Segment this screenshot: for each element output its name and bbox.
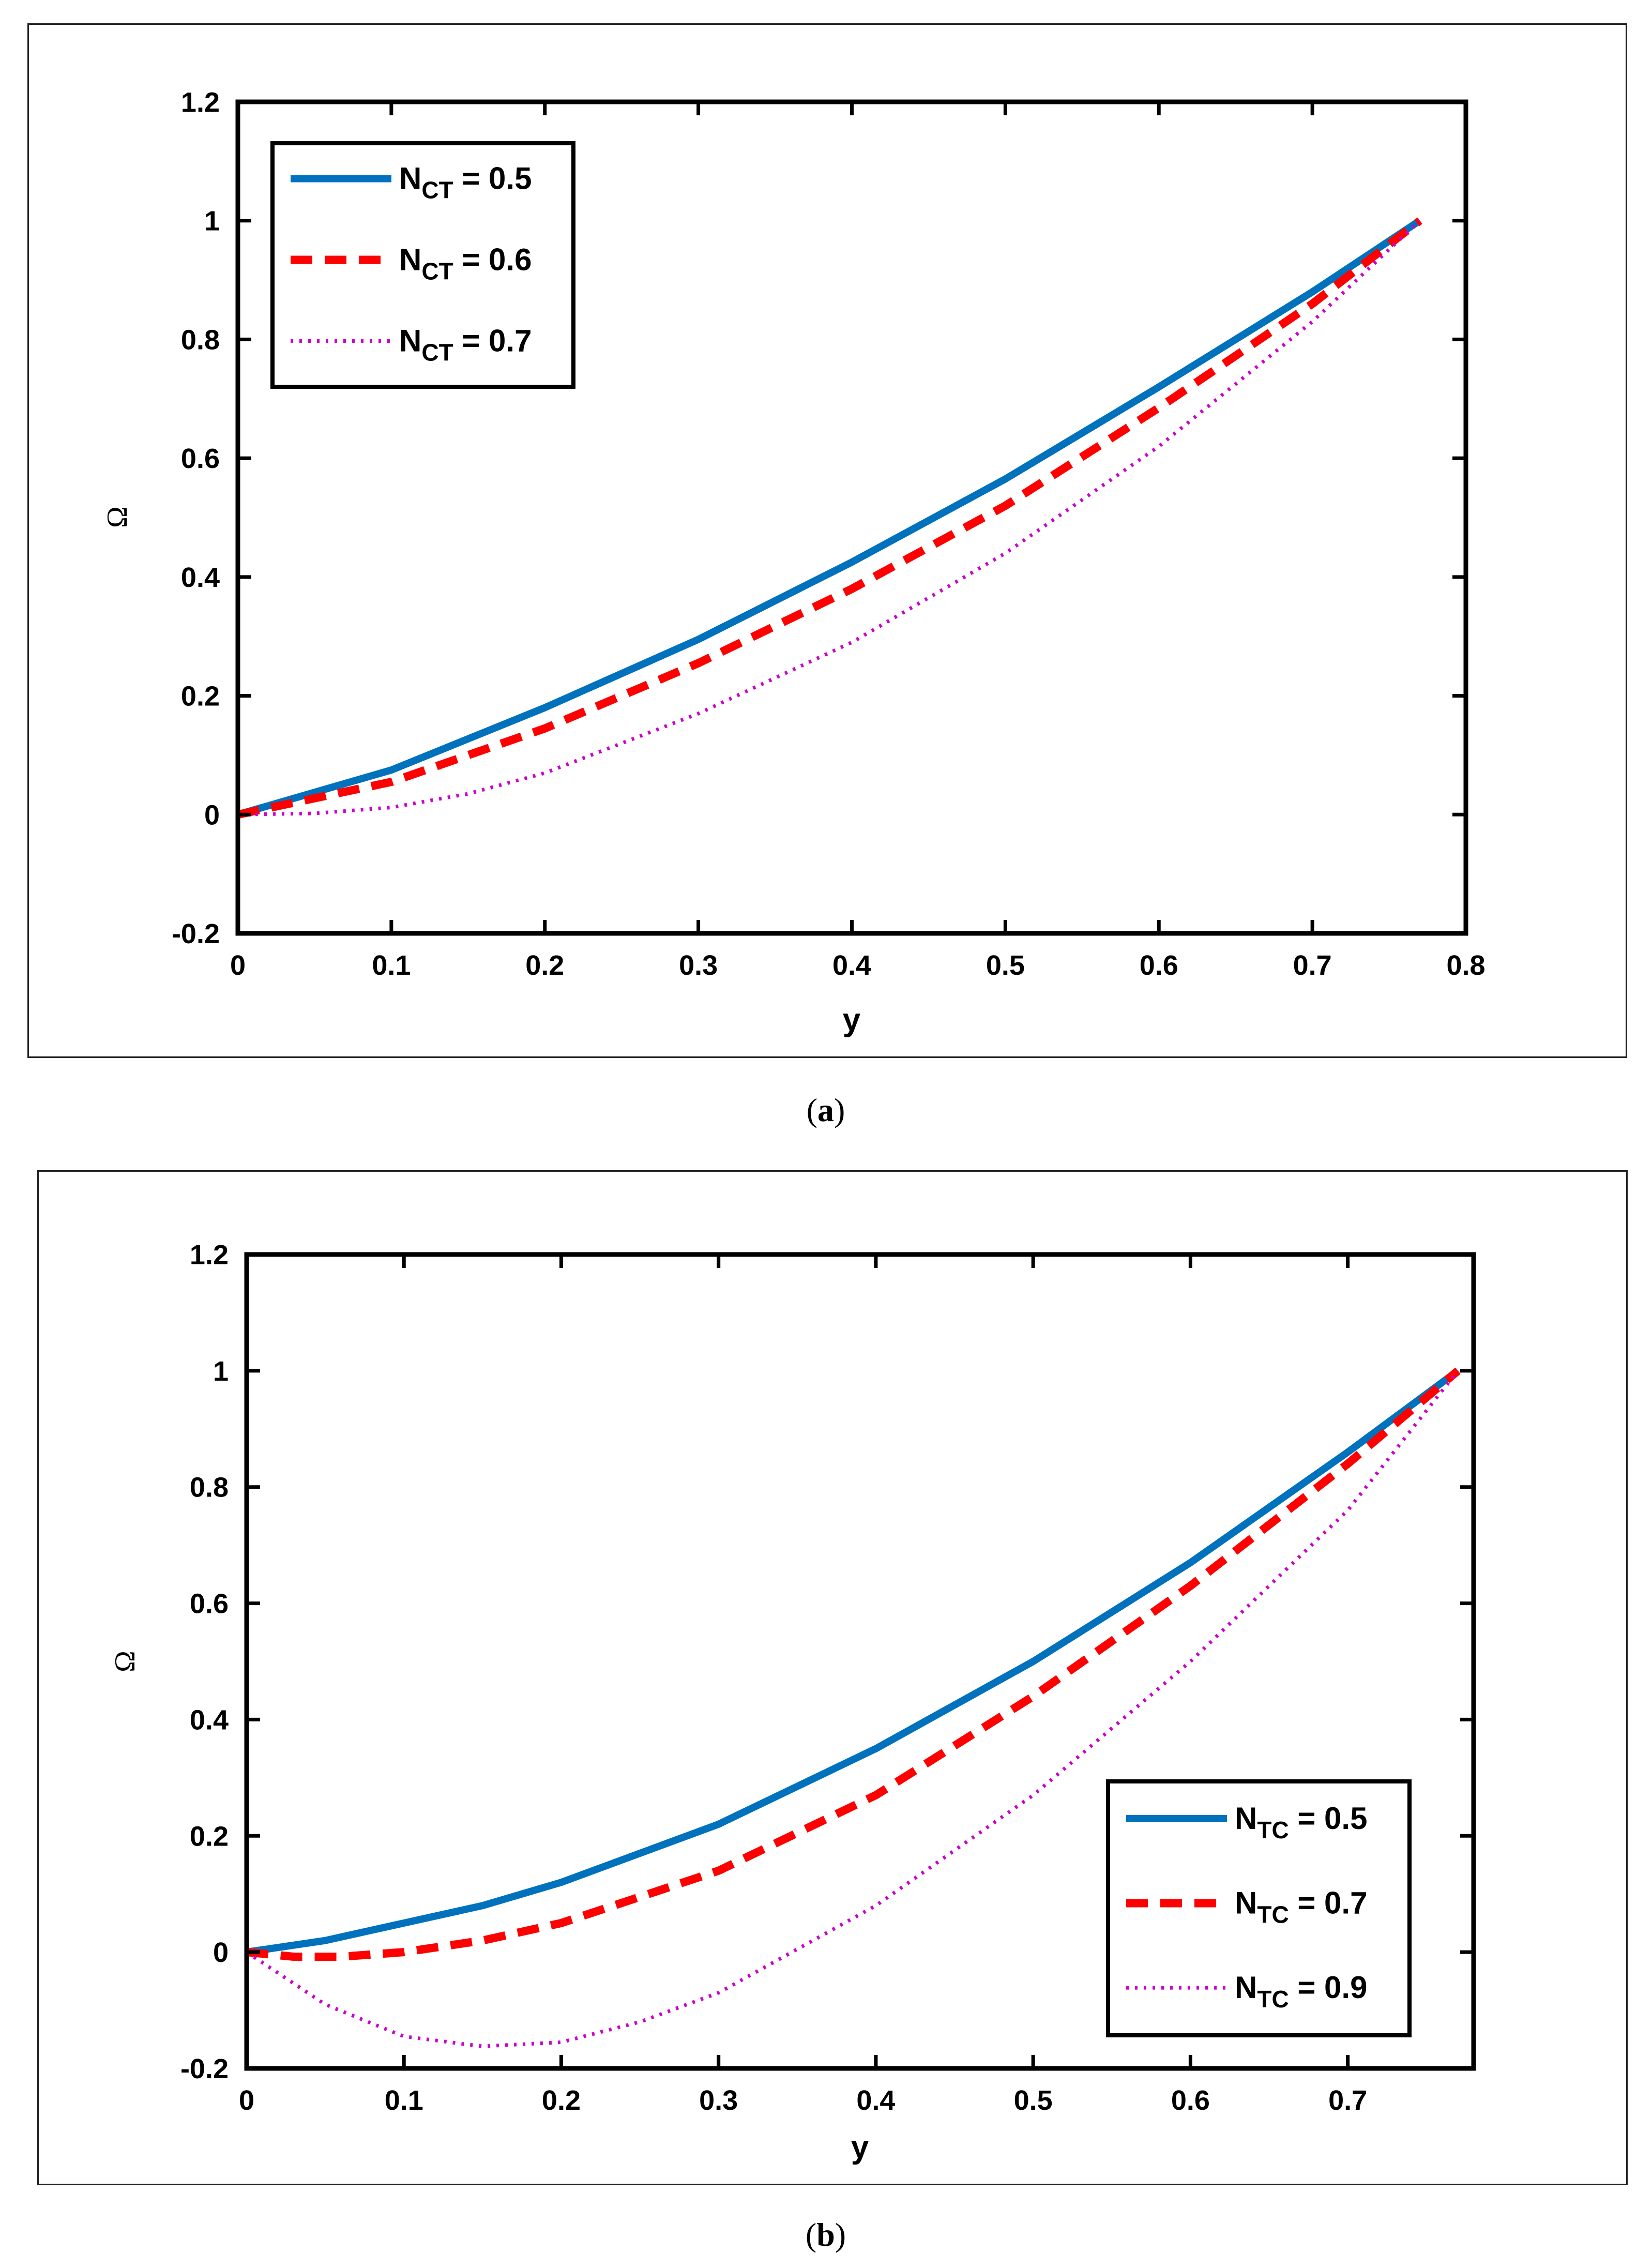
x-tick-label-b-0: 0 bbox=[239, 2085, 254, 2116]
legend-value: = 0.9 bbox=[1289, 1970, 1368, 2005]
x-axis-label-a: y bbox=[843, 1002, 861, 1038]
legend-symbol: N bbox=[1235, 1886, 1257, 1921]
chart-a: 0 0.1 0.2 0.3 0.4 0.5 0.6 0.7 0.8 -0.2 0 0.2 0.4 0.6 0… bbox=[101, 87, 1486, 1038]
series-line-b-1 bbox=[247, 1368, 1460, 1956]
x-axis-label-b: y bbox=[851, 2129, 869, 2165]
y-tick-label-a-1: 0 bbox=[204, 799, 220, 830]
series-line-a-2 bbox=[238, 217, 1422, 819]
legend-subscript: CT bbox=[421, 177, 453, 204]
legend-value: = 0.5 bbox=[1289, 1801, 1368, 1836]
legend-value: = 0.5 bbox=[453, 161, 532, 196]
legend-symbol: N bbox=[1235, 1801, 1257, 1836]
x-tick-label-b-3: 0.3 bbox=[699, 2085, 738, 2116]
series-line-b-2 bbox=[247, 1367, 1461, 1961]
caption-a-letter: a bbox=[817, 1092, 834, 1128]
legend-label-b-2: NTC = 0.7 bbox=[1235, 1886, 1367, 1928]
y-tick-label-a-6: 1 bbox=[204, 206, 220, 237]
series-line-a-1 bbox=[238, 217, 1422, 819]
series-line-a-3 bbox=[238, 219, 1421, 817]
y-tick-label-b-3: 0.4 bbox=[190, 1704, 229, 1735]
x-tick-label-a-8: 0.8 bbox=[1446, 950, 1485, 981]
y-tick-label-b-7: 1.2 bbox=[190, 1239, 229, 1271]
x-tick-label-b-7: 0.7 bbox=[1328, 2085, 1367, 2116]
legend-symbol: N bbox=[399, 161, 421, 196]
legend-value: = 0.6 bbox=[453, 243, 532, 277]
x-tick-label-a-7: 0.7 bbox=[1293, 950, 1332, 981]
legend-label-b-3: NTC = 0.9 bbox=[1235, 1970, 1367, 2013]
caption-a-close: ) bbox=[834, 1092, 845, 1128]
caption-b: (b) bbox=[722, 2216, 929, 2254]
legend-subscript: TC bbox=[1257, 1986, 1289, 2013]
x-tick-label-b-4: 0.4 bbox=[856, 2085, 895, 2116]
x-tick-label-b-6: 0.6 bbox=[1171, 2085, 1210, 2116]
x-tick-label-a-5: 0.5 bbox=[986, 950, 1025, 981]
x-tick-label-a-0: 0 bbox=[230, 950, 246, 981]
x-tick-label-a-2: 0.2 bbox=[525, 950, 564, 981]
legend-value: = 0.7 bbox=[453, 324, 532, 358]
legend-label-a-3: NCT = 0.7 bbox=[399, 324, 532, 366]
legend-subscript: TC bbox=[1257, 1817, 1289, 1843]
y-axis-label-a: Ω bbox=[101, 506, 133, 528]
y-tick-label-a-4: 0.6 bbox=[181, 443, 220, 474]
y-tick-label-a-7: 1.2 bbox=[181, 87, 220, 118]
legend-subscript: CT bbox=[421, 258, 453, 285]
legend-symbol: N bbox=[399, 324, 421, 358]
y-tick-label-b-5: 0.8 bbox=[190, 1472, 229, 1503]
caption-b-close: ) bbox=[835, 2216, 846, 2253]
caption-b-open: ( bbox=[805, 2216, 817, 2253]
y-tick-label-b-4: 0.6 bbox=[190, 1589, 229, 1620]
y-tick-label-a-5: 0.8 bbox=[181, 324, 220, 355]
legend-box-b bbox=[1106, 1779, 1412, 2037]
caption-a-open: ( bbox=[806, 1092, 817, 1128]
x-tick-label-b-1: 0.1 bbox=[385, 2085, 423, 2116]
legend-symbol: N bbox=[399, 243, 421, 277]
y-tick-label-b-0: -0.2 bbox=[180, 2053, 229, 2084]
caption-a: (a) bbox=[722, 1091, 929, 1129]
y-tick-label-a-0: -0.2 bbox=[172, 918, 220, 949]
legend-symbol: N bbox=[1235, 1970, 1257, 2005]
x-tick-label-a-3: 0.3 bbox=[679, 950, 718, 981]
x-tick-label-a-4: 0.4 bbox=[832, 950, 871, 981]
y-tick-label-b-6: 1 bbox=[213, 1356, 229, 1387]
chart-b: 0 0.1 0.2 0.3 0.4 0.5 0.6 0.7 -0.2 0 0.2 0.4 0.6 0.8 1… bbox=[109, 1239, 1476, 2165]
y-tick-label-b-2: 0.2 bbox=[190, 1821, 229, 1852]
y-tick-label-b-1: 0 bbox=[213, 1937, 229, 1968]
legend-label-b-1: NTC = 0.5 bbox=[1235, 1801, 1367, 1843]
legend-value: = 0.7 bbox=[1289, 1886, 1368, 1921]
y-tick-label-a-3: 0.4 bbox=[181, 562, 220, 593]
legend-label-a-1: NCT = 0.5 bbox=[399, 161, 532, 204]
axes-box-b bbox=[244, 1252, 1476, 2071]
x-tick-label-b-2: 0.2 bbox=[542, 2085, 581, 2116]
legend-label-a-2: NCT = 0.6 bbox=[399, 243, 532, 285]
x-tick-label-a-1: 0.1 bbox=[372, 950, 411, 981]
y-tick-label-a-2: 0.2 bbox=[181, 681, 220, 712]
legend-box-a bbox=[270, 141, 575, 389]
legend-subscript: TC bbox=[1257, 1901, 1289, 1928]
series-line-b-3 bbox=[247, 1369, 1460, 2048]
x-tick-label-a-6: 0.6 bbox=[1140, 950, 1178, 981]
caption-b-letter: b bbox=[816, 2216, 835, 2253]
y-axis-label-b: Ω bbox=[109, 1651, 141, 1672]
legend-subscript: CT bbox=[421, 339, 453, 366]
x-tick-label-b-5: 0.5 bbox=[1014, 2085, 1053, 2116]
